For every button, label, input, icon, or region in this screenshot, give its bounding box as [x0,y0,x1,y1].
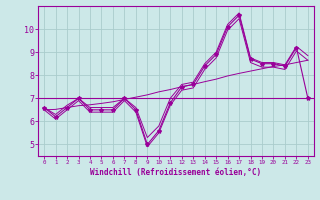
X-axis label: Windchill (Refroidissement éolien,°C): Windchill (Refroidissement éolien,°C) [91,168,261,177]
